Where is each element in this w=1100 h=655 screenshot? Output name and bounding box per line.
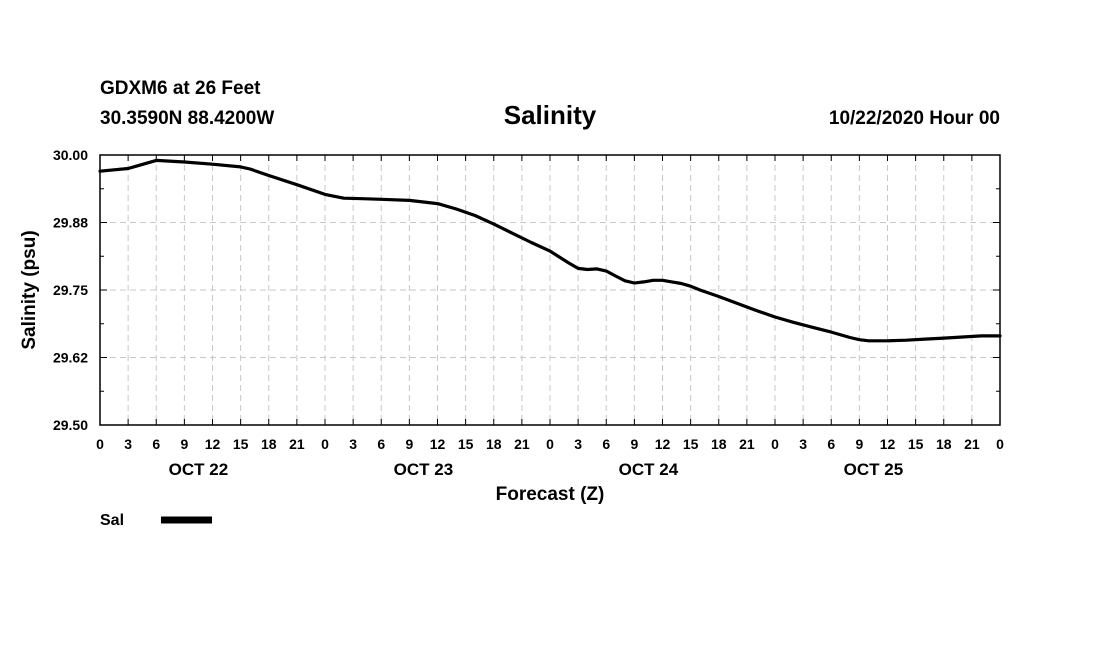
x-tick-label: 6 bbox=[152, 436, 160, 452]
y-axis-label: Salinity (psu) bbox=[19, 230, 40, 349]
y-tick-label: 29.75 bbox=[53, 282, 88, 298]
tick-marks bbox=[99, 154, 1001, 426]
x-tick-label: 18 bbox=[261, 436, 277, 452]
x-tick-label: 0 bbox=[996, 436, 1004, 452]
y-tick-label: 29.88 bbox=[53, 215, 88, 231]
y-tick-label: 29.50 bbox=[53, 417, 88, 433]
x-tick-label: 6 bbox=[602, 436, 610, 452]
chart-title: Salinity bbox=[504, 100, 597, 130]
x-tick-label: 6 bbox=[827, 436, 835, 452]
coordinates-label: 30.3590N 88.4200W bbox=[100, 108, 274, 129]
x-tick-label: 21 bbox=[964, 436, 980, 452]
x-tick-label: 3 bbox=[349, 436, 357, 452]
x-tick-label: 12 bbox=[205, 436, 221, 452]
day-label: OCT 22 bbox=[169, 460, 229, 479]
x-tick-label: 18 bbox=[936, 436, 952, 452]
x-tick-label: 12 bbox=[880, 436, 896, 452]
x-tick-label: 15 bbox=[908, 436, 924, 452]
x-tick-label: 12 bbox=[655, 436, 671, 452]
x-tick-label: 0 bbox=[321, 436, 329, 452]
x-tick-label: 0 bbox=[96, 436, 104, 452]
series-line-sal bbox=[98, 158, 1002, 343]
x-tick-label: 3 bbox=[799, 436, 807, 452]
x-tick-label: 12 bbox=[430, 436, 446, 452]
x-tick-label: 15 bbox=[233, 436, 249, 452]
x-axis-label: Forecast (Z) bbox=[496, 484, 605, 505]
y-tick-label: 29.62 bbox=[53, 350, 88, 366]
x-tick-label: 21 bbox=[739, 436, 755, 452]
x-tick-label: 9 bbox=[180, 436, 188, 452]
x-tick-label: 6 bbox=[377, 436, 385, 452]
grid-lines bbox=[100, 155, 1000, 425]
day-label: OCT 24 bbox=[619, 460, 679, 479]
day-label: OCT 25 bbox=[844, 460, 904, 479]
y-tick-labels: 30.00 29.88 29.75 29.62 29.50 bbox=[53, 147, 88, 433]
x-tick-label: 18 bbox=[486, 436, 502, 452]
legend-label: Sal bbox=[100, 512, 124, 529]
station-label: GDXM6 at 26 Feet bbox=[100, 78, 261, 99]
x-tick-label: 9 bbox=[405, 436, 413, 452]
x-tick-label: 3 bbox=[124, 436, 132, 452]
x-tick-label: 18 bbox=[711, 436, 727, 452]
x-tick-label: 21 bbox=[289, 436, 305, 452]
x-tick-label: 9 bbox=[630, 436, 638, 452]
x-tick-label: 15 bbox=[458, 436, 474, 452]
y-tick-label: 30.00 bbox=[53, 147, 88, 163]
x-tick-label: 15 bbox=[683, 436, 699, 452]
x-tick-label: 0 bbox=[546, 436, 554, 452]
x-tick-label: 3 bbox=[574, 436, 582, 452]
run-time-label: 10/22/2020 Hour 00 bbox=[829, 108, 1000, 129]
x-tick-labels: 0 3 6 9 12 15 18 21 0 3 6 9 12 15 18 21 0 3 6 9 12 15 18 21 0 3 6 9… bbox=[96, 436, 1004, 452]
day-label: OCT 23 bbox=[394, 460, 454, 479]
day-labels: OCT 22 OCT 23 OCT 24 OCT 25 bbox=[169, 460, 904, 479]
x-tick-label: 21 bbox=[514, 436, 530, 452]
x-tick-label: 9 bbox=[855, 436, 863, 452]
x-tick-label: 0 bbox=[771, 436, 779, 452]
series-layer bbox=[98, 158, 1002, 343]
legend: Sal bbox=[100, 512, 212, 529]
